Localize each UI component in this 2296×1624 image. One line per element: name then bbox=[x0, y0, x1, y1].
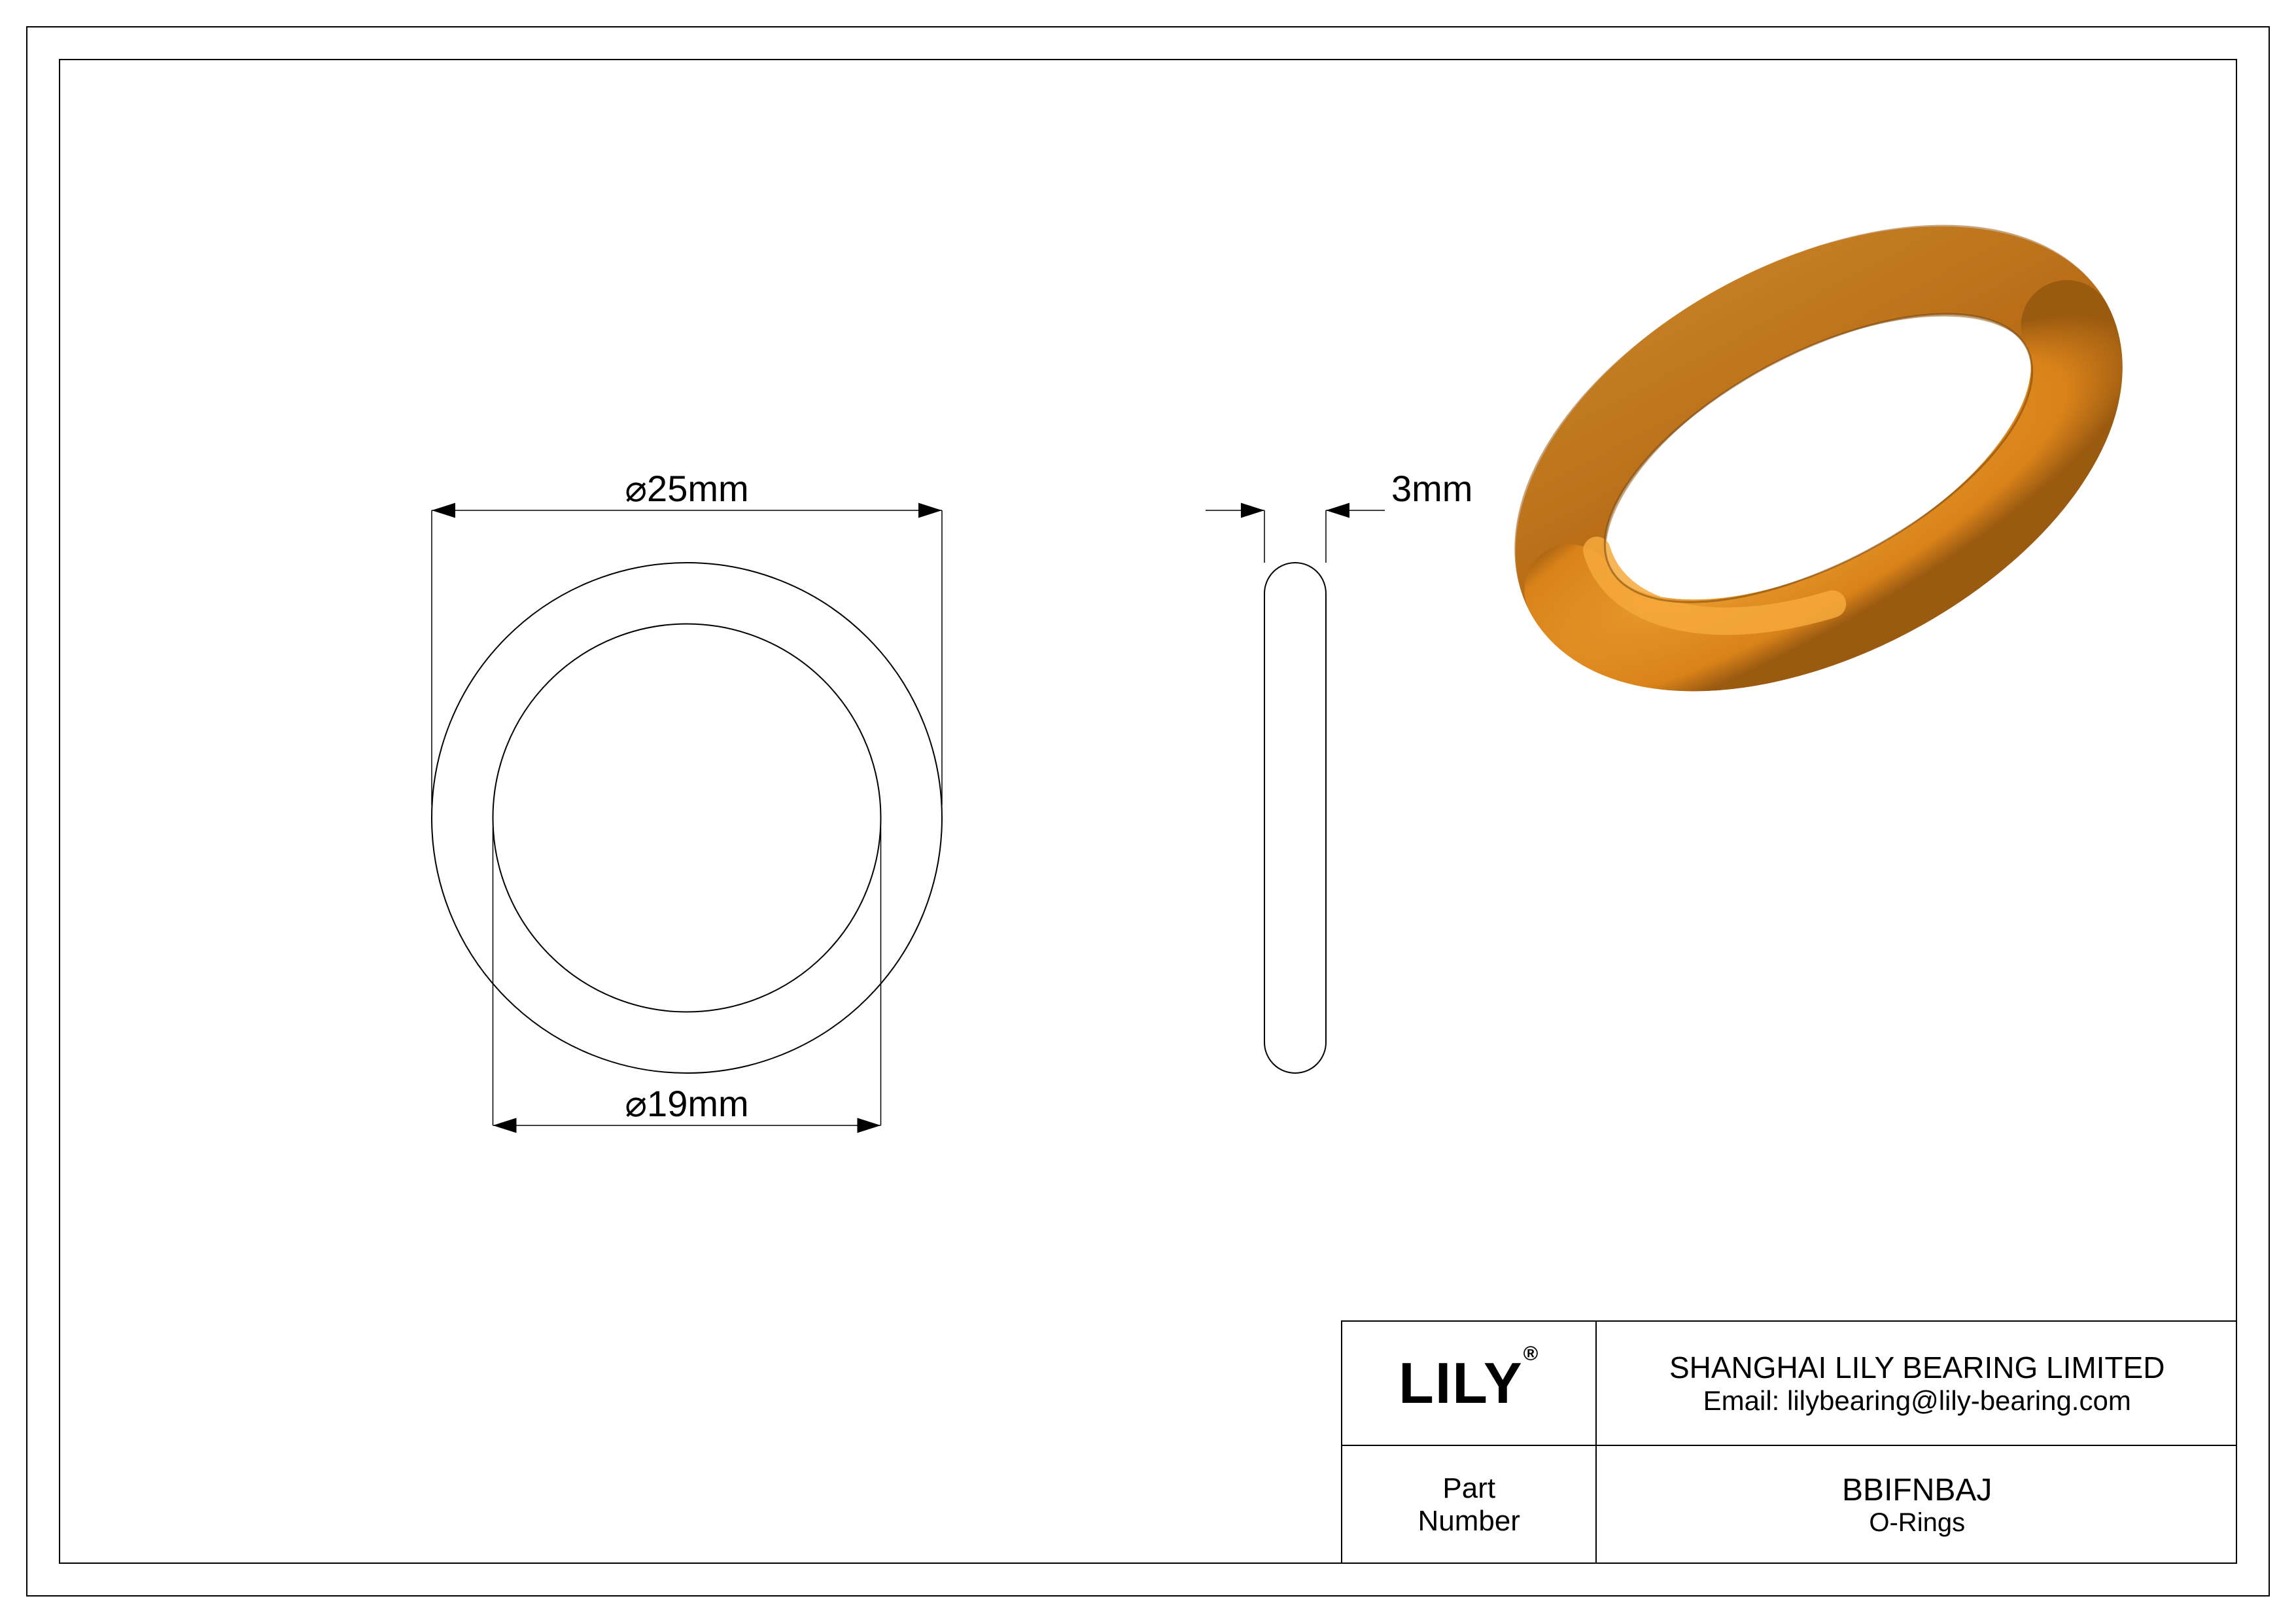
part-number-header-cell: Part Number bbox=[1342, 1446, 1597, 1564]
drawing-area: ⌀25mm ⌀19mm 3mm LILY® SHANGHAI LILY BEARIN… bbox=[59, 59, 2237, 1564]
title-block-row-2: Part Number BBIFNBAJ O-Rings bbox=[1342, 1446, 2237, 1564]
company-cell: SHANGHAI LILY BEARING LIMITED Email: lil… bbox=[1597, 1322, 2237, 1446]
logo-text: LILY® bbox=[1399, 1350, 1539, 1417]
company-email: Email: lilybearing@lily-bearing.com bbox=[1703, 1385, 2131, 1417]
title-block: LILY® SHANGHAI LILY BEARING LIMITED Emai… bbox=[1341, 1320, 2237, 1564]
logo-word: LILY bbox=[1399, 1350, 1523, 1415]
part-number-value: BBIFNBAJ bbox=[1842, 1472, 1992, 1508]
svg-text:⌀25mm: ⌀25mm bbox=[625, 468, 748, 509]
part-description: O-Rings bbox=[1869, 1508, 1965, 1538]
part-number-value-cell: BBIFNBAJ O-Rings bbox=[1597, 1446, 2237, 1564]
registered-icon: ® bbox=[1523, 1342, 1540, 1365]
company-name: SHANGHAI LILY BEARING LIMITED bbox=[1669, 1350, 2165, 1385]
part-number-header-l2: Number bbox=[1418, 1505, 1520, 1538]
svg-text:⌀19mm: ⌀19mm bbox=[625, 1083, 748, 1124]
part-number-header-l1: Part bbox=[1442, 1472, 1495, 1505]
svg-text:3mm: 3mm bbox=[1391, 468, 1472, 509]
logo-cell: LILY® bbox=[1342, 1322, 1597, 1446]
title-block-row-1: LILY® SHANGHAI LILY BEARING LIMITED Emai… bbox=[1342, 1322, 2237, 1446]
